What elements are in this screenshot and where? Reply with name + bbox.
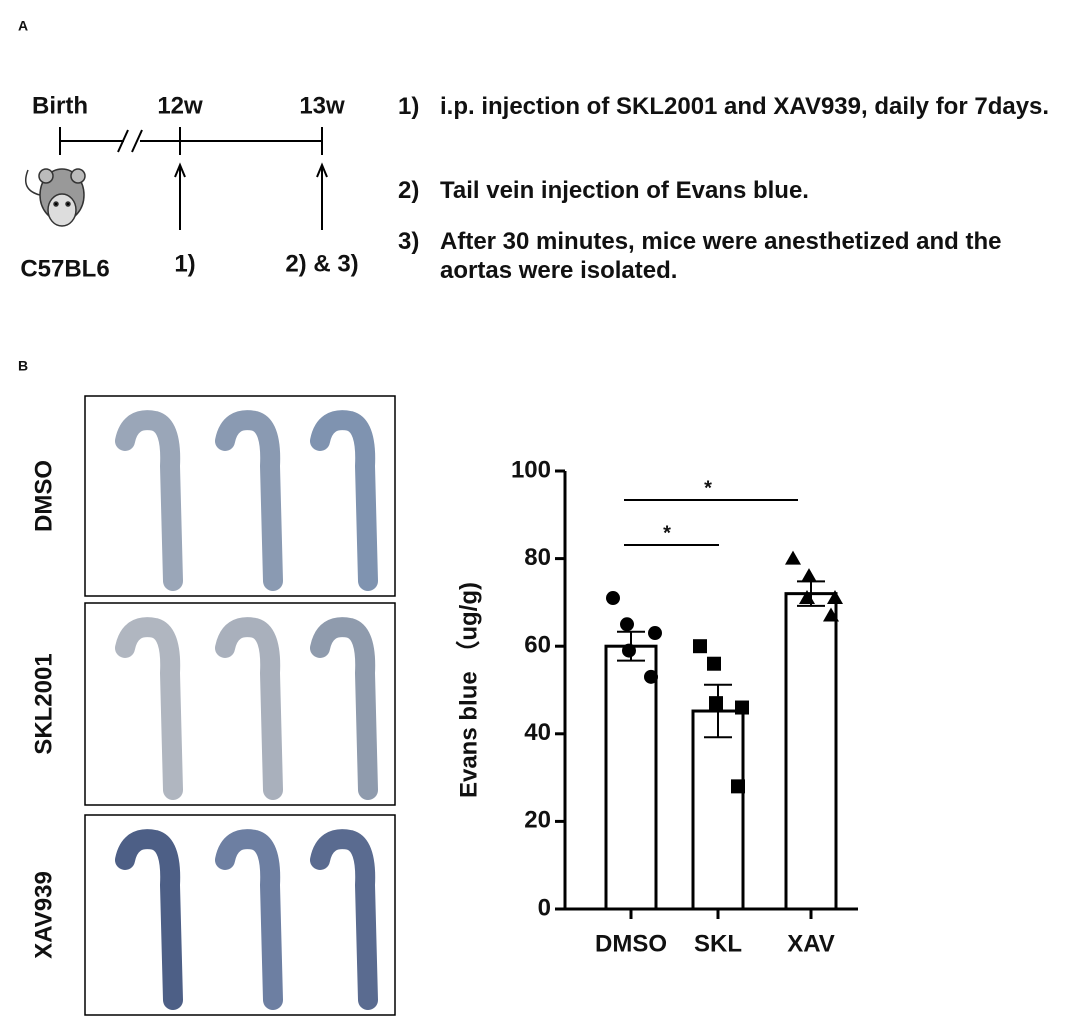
y-tick-label: 100	[511, 456, 551, 483]
y-tick-label: 0	[538, 894, 551, 921]
step-text: Tail vein injection of Evans blue.	[440, 177, 809, 204]
step-number: 1)	[398, 93, 420, 120]
point	[801, 568, 817, 583]
chart: * * 0 20 40 60 80 100 Evans blue （ug/g) DMSO SKL…	[455, 456, 858, 957]
aorta	[115, 829, 183, 1010]
step-number: 3)	[398, 228, 420, 255]
significance-lines	[624, 499, 798, 546]
point	[785, 550, 801, 565]
x-tick-label: SKL	[694, 930, 742, 957]
aorta	[115, 410, 183, 591]
point	[693, 639, 707, 654]
aorta	[115, 617, 183, 800]
point	[622, 643, 636, 658]
step-number: 2)	[398, 177, 420, 204]
bar	[691, 709, 745, 911]
marker-label: 2) & 3)	[285, 250, 358, 277]
step: 3) After 30 minutes, mice were anesthetiz…	[398, 227, 1078, 285]
marker-label: 1)	[174, 250, 195, 277]
panel-label: A	[18, 18, 28, 34]
row-label: DMSO	[30, 460, 57, 532]
y-tick-label: 20	[524, 807, 551, 834]
row-label: XAV939	[30, 871, 57, 959]
step-text: After 30 minutes, mice were anesthetized…	[440, 228, 1002, 284]
aorta	[310, 617, 378, 800]
bar	[784, 592, 838, 911]
aorta	[310, 410, 378, 591]
row-label: SKL2001	[30, 653, 57, 754]
point	[823, 607, 839, 622]
aorta	[215, 617, 283, 800]
x-tick-label: DMSO	[595, 930, 667, 957]
timeline-label: Birth	[32, 92, 88, 119]
y-tick-label: 80	[524, 544, 551, 571]
aorta	[215, 829, 283, 1010]
x-tick-label: XAV	[787, 930, 835, 957]
step-text: i.p. injection of SKL2001 and XAV939, da…	[440, 93, 1050, 120]
significance: *	[663, 522, 671, 544]
y-tick-label: 60	[524, 632, 551, 659]
point	[735, 700, 749, 715]
point	[827, 590, 843, 605]
point	[644, 669, 658, 684]
timeline-label: 13w	[299, 92, 345, 119]
point	[709, 696, 723, 711]
step: 1) i.p. injection of SKL2001 and XAV939, …	[398, 92, 1078, 121]
y-axis-label: Evans blue （ug/g)	[455, 582, 482, 798]
strain-label: C57BL6	[20, 255, 109, 282]
step: 2) Tail vein injection of Evans blue.	[398, 176, 1078, 205]
panel-label: B	[18, 358, 28, 374]
point	[799, 590, 815, 605]
point	[606, 591, 620, 606]
timeline	[59, 127, 328, 230]
aorta	[310, 829, 378, 1010]
point	[707, 656, 721, 671]
bar	[604, 644, 658, 911]
significance: *	[704, 477, 712, 499]
photos: DMSO SKL2001 XAV939	[30, 395, 396, 1016]
aorta	[215, 410, 283, 591]
mouse-icon	[25, 168, 86, 227]
point	[648, 626, 662, 641]
point	[731, 779, 745, 794]
point	[620, 617, 634, 632]
y-tick-label: 40	[524, 719, 551, 746]
timeline-label: 12w	[157, 92, 203, 119]
